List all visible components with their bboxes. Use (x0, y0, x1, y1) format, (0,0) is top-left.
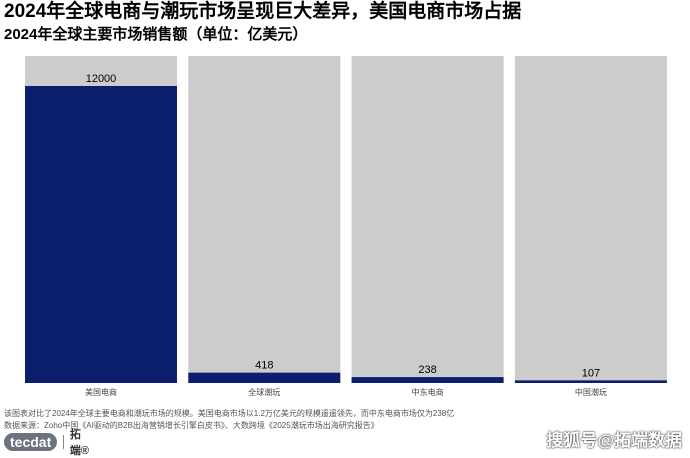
bar-3 (514, 380, 667, 383)
bar-panel-1 (188, 56, 341, 383)
chart-subtitle: 2024年全球主要市场销售额（单位：亿美元） (4, 26, 308, 43)
bar-panel-3 (514, 56, 667, 383)
chart-title: 2024年全球电商与潮玩市场呈现巨大差异，美国电商市场占据 (4, 1, 522, 22)
x-tick-label-1: 全球潮玩 (248, 387, 280, 397)
bar-0 (25, 86, 177, 383)
chart-note: 该图表对比了2024年全球主要电商和潮玩市场的规模。美国电商市场以1.2万亿美元… (4, 409, 455, 418)
logo-text: 拓端® (69, 429, 90, 457)
data-label-1: 418 (255, 360, 273, 372)
bar-1 (188, 372, 341, 383)
watermark: 搜狐号@拓端数据 (546, 431, 682, 450)
data-label-3: 107 (582, 367, 600, 379)
x-tick-label-0: 美国电商 (85, 387, 117, 397)
data-label-2: 238 (418, 364, 436, 376)
bar-2 (351, 377, 504, 383)
data-label-0: 12000 (86, 73, 117, 85)
brand-logo: tecdat 拓端® (4, 429, 90, 457)
source-note: 数据来源：Zoho中国《AI驱动的B2B出海营销增长引擎白皮书》、大数跨境《20… (4, 421, 379, 430)
x-tick-label-2: 中东电商 (412, 387, 444, 397)
x-tick-label-3: 中国潮玩 (575, 387, 607, 397)
logo-divider (63, 435, 64, 449)
logo-mark: tecdat (4, 433, 58, 451)
bar-panel-2 (351, 56, 504, 383)
bar-chart: 12000 美国电商 418 全球潮玩 238 中东电商 107 中国潮玩 (25, 56, 667, 397)
